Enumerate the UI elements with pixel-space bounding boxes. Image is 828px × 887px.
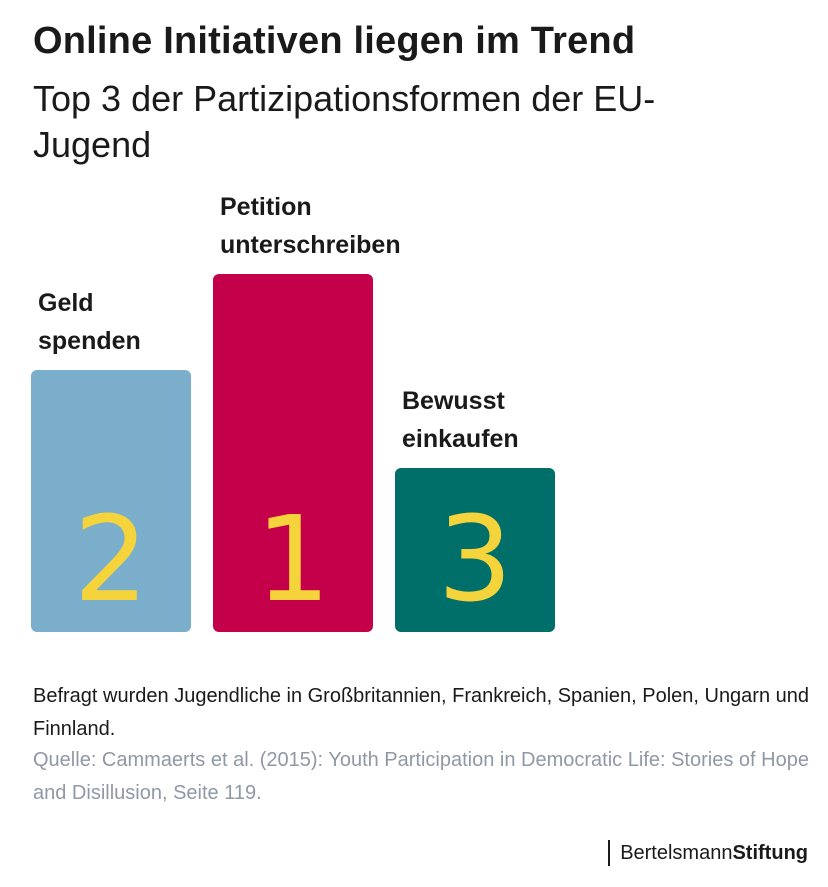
logo-part-1: Bertelsmann <box>620 842 733 864</box>
bar-petition-unterschreiben: 1 <box>213 274 373 632</box>
source-citation: Quelle: Cammaerts et al. (2015): Youth P… <box>33 749 809 804</box>
chart-title: Online Initiativen liegen im Trend <box>33 20 636 62</box>
survey-note: Befragt wurden Jugendliche in Großbritan… <box>33 685 810 740</box>
logo-part-2: Stiftung <box>732 842 808 864</box>
bar-label-geld-spenden: Geld spenden <box>38 284 141 360</box>
bar-label-line: Petition <box>220 193 312 221</box>
rank-number: 2 <box>73 490 149 628</box>
bar-bewusst-einkaufen: 3 <box>395 468 555 632</box>
bertelsmann-stiftung-logo: BertelsmannStiftung <box>608 840 808 866</box>
rank-number: 1 <box>255 490 331 628</box>
bar-label-line: Bewusst <box>402 387 505 415</box>
chart-subtitle: Top 3 der Partizipationsformen der EU-Ju… <box>33 78 656 165</box>
bar-label-line: Geld <box>38 289 94 317</box>
bar-label-line: unterschreiben <box>220 231 401 259</box>
rank-number: 3 <box>437 490 513 628</box>
bar-label-petition-unterschreiben: Petition unterschreiben <box>220 188 401 264</box>
bar-geld-spenden: 2 <box>31 370 191 632</box>
bar-label-line: einkaufen <box>402 425 519 453</box>
bar-label-line: spenden <box>38 327 141 355</box>
bar-label-bewusst-einkaufen: Bewusst einkaufen <box>402 382 519 458</box>
